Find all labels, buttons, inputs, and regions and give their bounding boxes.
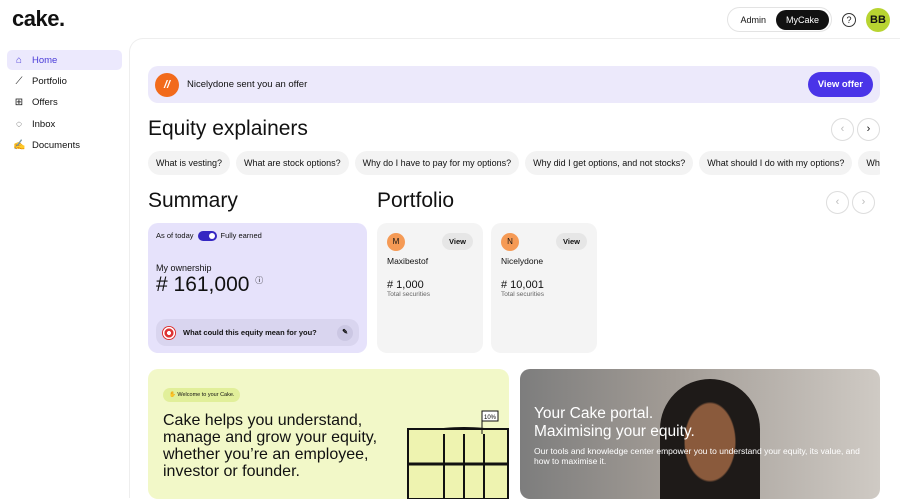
info-icon[interactable]: ⓘ [255, 276, 264, 285]
section-title-summary: Summary [148, 189, 238, 212]
sidebar-item-offers[interactable]: ⊞ Offers [7, 93, 122, 113]
chevron-left-icon[interactable]: ‹ [831, 118, 854, 141]
flag-label: 10% [484, 415, 497, 421]
sidebar-item-label: Documents [32, 140, 81, 152]
welcome-text: Cake helps you understand, manage and gr… [163, 412, 378, 480]
main-panel [129, 38, 900, 498]
company-avatar: M [387, 233, 405, 251]
view-button[interactable]: View [556, 233, 587, 250]
company-logo: // [155, 72, 179, 97]
ownership-label: My ownership [156, 263, 212, 273]
explainer-chip[interactable]: What is vesting? [148, 151, 231, 175]
welcome-badge: ✋ Welcome to your Cake. [163, 388, 241, 402]
sidebar-item-label: Portfolio [32, 75, 67, 87]
mode-admin[interactable]: Admin [740, 14, 766, 25]
explainer-chip[interactable]: Why did I get options, and not stocks? [525, 151, 694, 175]
pencil-icon[interactable]: ✎ [337, 324, 353, 341]
target-icon [162, 325, 176, 340]
view-button[interactable]: View [442, 233, 473, 250]
ownership-value: # 161,000 [156, 273, 250, 296]
equity-prompt[interactable]: What could this equity mean for you? ✎ [156, 319, 359, 346]
chevron-right-icon[interactable]: › [852, 191, 875, 214]
company-name: Nicelydone [501, 256, 544, 266]
sidebar-item-label: Inbox [32, 118, 56, 130]
as-of-label: As of today [156, 231, 194, 240]
chat-icon: ◌ [16, 118, 22, 130]
sidebar-item-home[interactable]: ⌂ Home [7, 50, 122, 70]
explainer-chip[interactable]: Wh [858, 151, 880, 175]
sidebar-item-portfolio[interactable]: ⟋ Portfolio [7, 71, 122, 91]
sidebar-item-label: Offers [32, 97, 58, 109]
company-name: Maxibestof [387, 256, 429, 266]
explainer-chip[interactable]: Why do I have to pay for my options? [354, 151, 520, 175]
chart-line-icon: ⟋ [15, 75, 23, 87]
portal-card: Your Cake portal. Maximising your equity… [520, 369, 880, 499]
welcome-badge-text: Welcome to your Cake. [177, 392, 235, 398]
equity-prompt-text: What could this equity mean for you? [183, 328, 317, 337]
welcome-card: ✋ Welcome to your Cake. Cake helps you u… [148, 369, 509, 499]
view-offer-button[interactable]: View offer [807, 72, 873, 97]
sidebar-item-inbox[interactable]: ◌ Inbox [7, 114, 122, 134]
portal-title-1: Your Cake portal. [534, 405, 654, 422]
explainer-chip[interactable]: What are stock options? [236, 151, 349, 175]
offer-banner: // Nicelydone sent you an offer View off… [148, 66, 880, 103]
sidebar-item-label: Home [32, 54, 58, 66]
portfolio-card[interactable]: M View Maxibestof # 1,000 Total securiti… [377, 223, 483, 353]
sidebar: ⌂ Home ⟋ Portfolio ⊞ Offers ◌ Inbox ✍ Documen… [7, 50, 122, 157]
cake-logo[interactable]: cake. [12, 6, 65, 31]
chevron-right-icon[interactable]: › [857, 118, 880, 141]
summary-card: As of today Fully earned My ownership # 1… [148, 223, 367, 353]
securities-label: Total securities [387, 291, 430, 298]
cake-illustration: 10% [407, 410, 509, 499]
portal-description: Our tools and knowledge center empower y… [534, 446, 860, 466]
signature-icon: ✍ [13, 140, 26, 152]
woman-photo [660, 379, 760, 499]
sidebar-item-documents[interactable]: ✍ Documents [7, 136, 122, 156]
avatar[interactable]: BB [866, 7, 890, 32]
gift-icon: ⊞ [14, 97, 24, 109]
portal-title-2: Maximising your equity. [534, 423, 695, 440]
toggle-label: Fully earned [220, 231, 262, 240]
section-title-portfolio: Portfolio [377, 189, 455, 212]
chevron-left-icon[interactable]: ‹ [826, 191, 849, 214]
fully-earned-toggle[interactable] [197, 231, 217, 242]
explainer-chip[interactable]: What should I do with my options? [699, 151, 853, 175]
securities-value: # 1,000 [387, 279, 424, 291]
securities-value: # 10,001 [501, 279, 544, 291]
explainer-chips: What is vesting? What are stock options? W… [148, 151, 880, 177]
securities-label: Total securities [501, 291, 544, 298]
mode-switch[interactable]: Admin MyCake [727, 7, 832, 32]
mode-mycake[interactable]: MyCake [775, 9, 829, 30]
section-title-explainers: Equity explainers [148, 117, 308, 140]
offer-message: Nicelydone sent you an offer [187, 79, 308, 90]
portfolio-card[interactable]: N View Nicelydone # 10,001 Total securit… [491, 223, 597, 353]
home-icon: ⌂ [15, 54, 23, 66]
company-avatar: N [501, 233, 519, 251]
question-circle-icon[interactable]: ? [842, 12, 856, 27]
